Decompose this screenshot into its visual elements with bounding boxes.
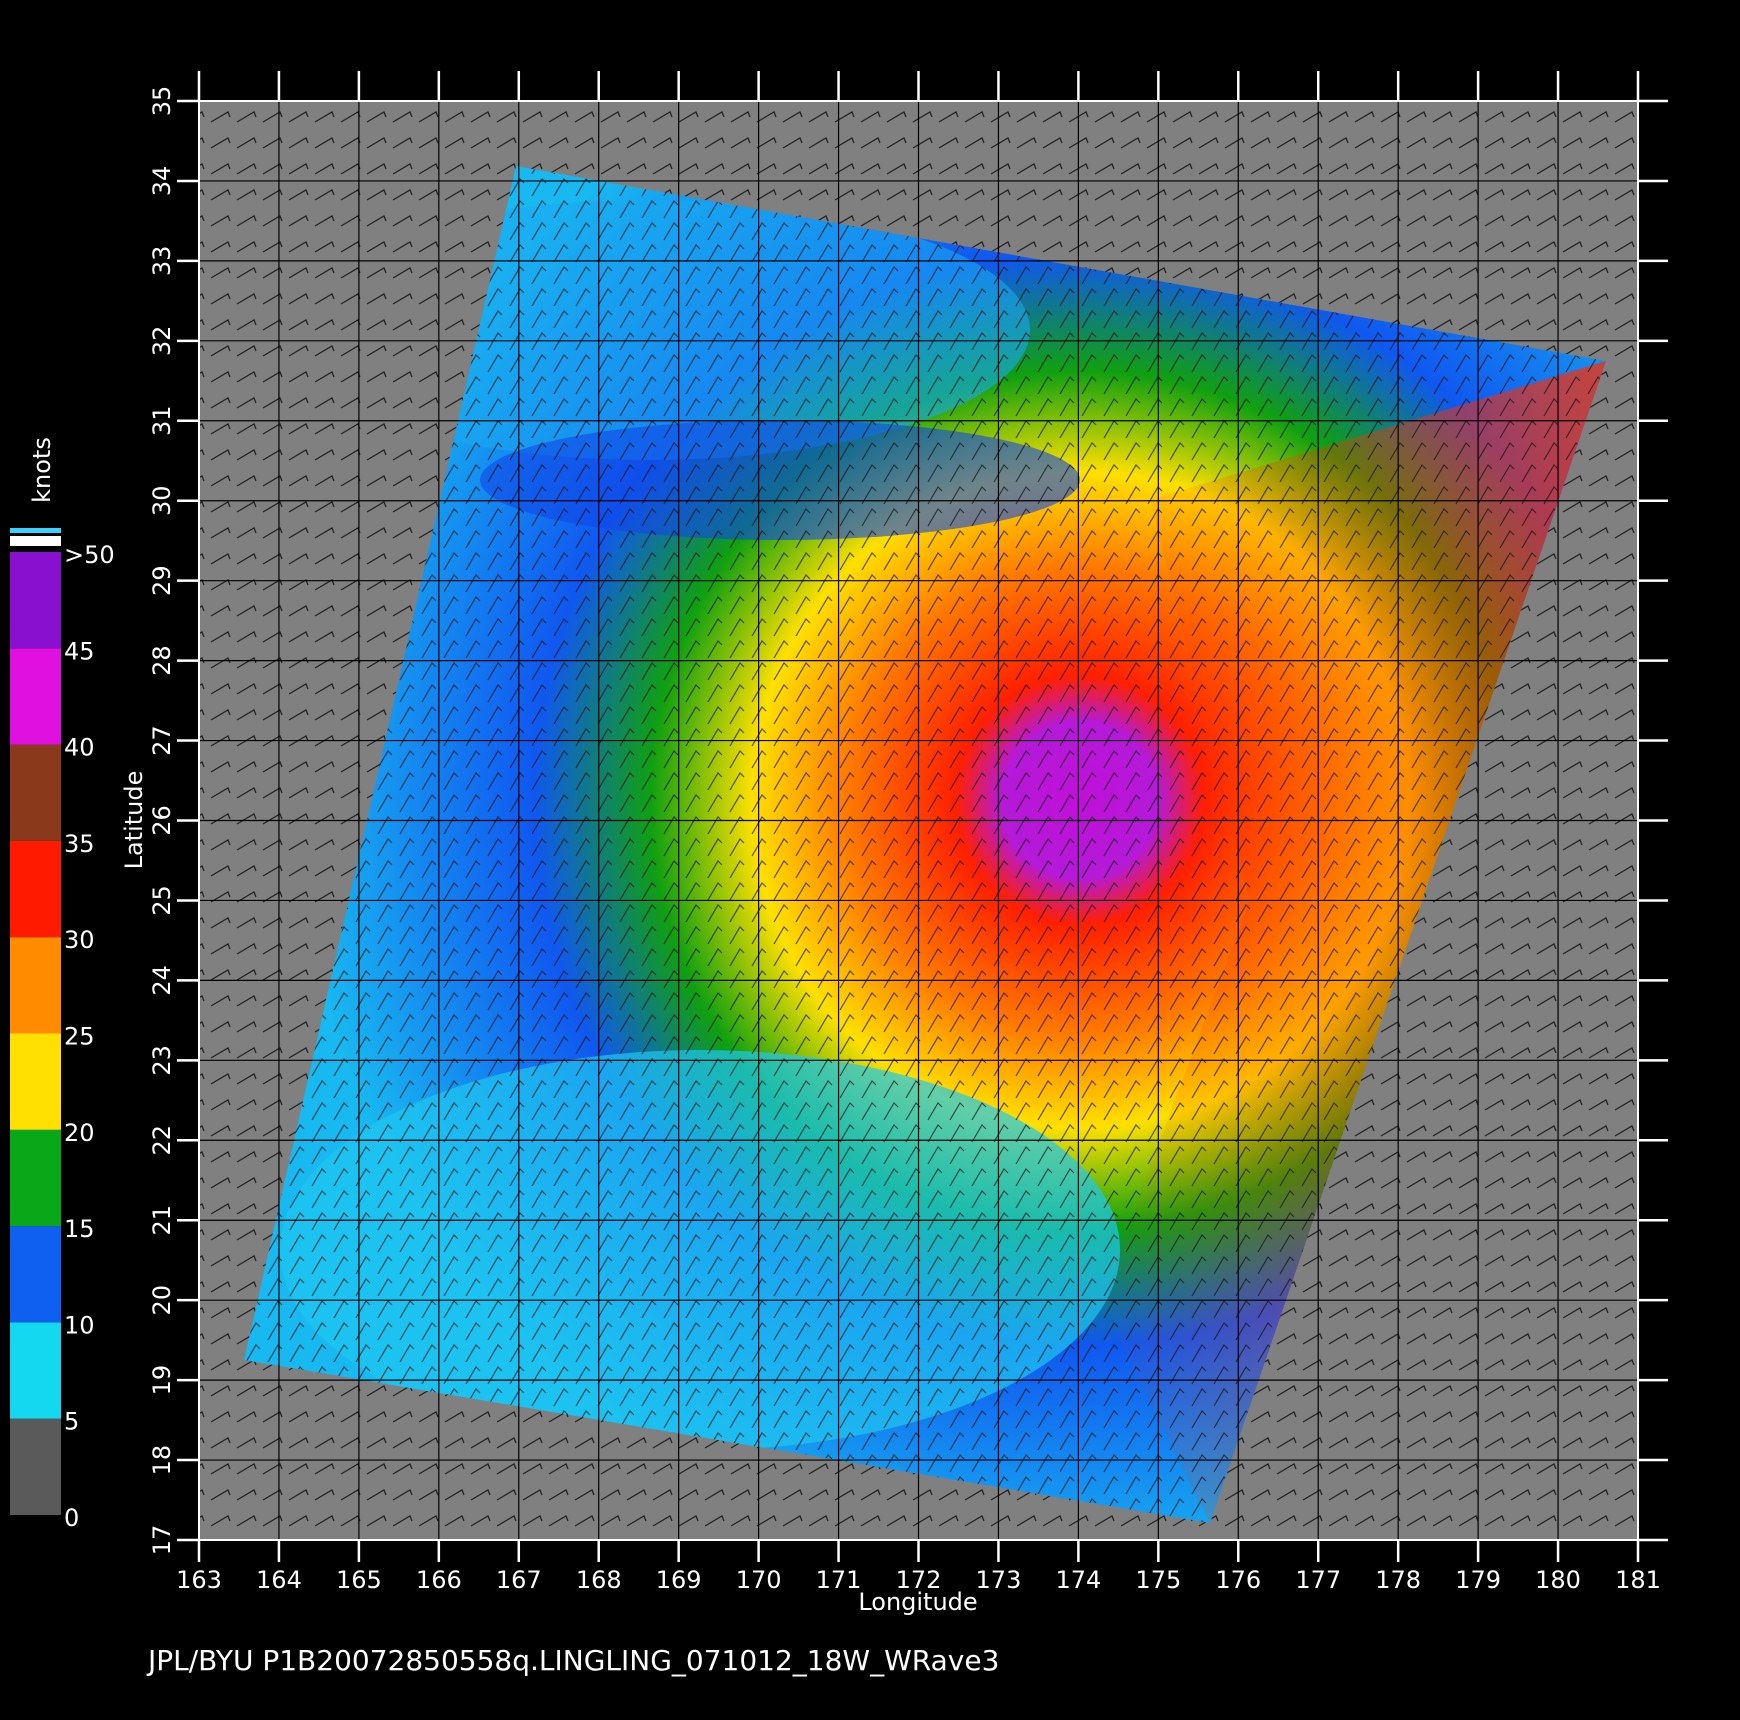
colorbar-band xyxy=(10,840,61,938)
x-tick-label: 172 xyxy=(896,1566,942,1594)
y-tick-label: 32 xyxy=(148,326,176,357)
x-tick-label: 164 xyxy=(256,1566,302,1594)
colorbar-band xyxy=(10,937,61,1034)
plot-frame xyxy=(198,100,1639,1541)
x-tick-label: 170 xyxy=(736,1566,782,1594)
y-axis-label: Latitude xyxy=(120,771,148,870)
y-tick-label: 26 xyxy=(148,805,176,836)
y-tick-label: 30 xyxy=(148,485,176,516)
colorbar-tick-label: 15 xyxy=(64,1215,95,1243)
colorbar-tick-label: 0 xyxy=(64,1504,79,1532)
colorbar-tick-label: 45 xyxy=(64,637,95,665)
x-tick-label: 167 xyxy=(496,1566,542,1594)
colorbar-band xyxy=(10,1322,61,1419)
x-tick-label: 165 xyxy=(336,1566,382,1594)
footer: JPL/BYU P1B20072850558q.LINGLING_071012_… xyxy=(146,1644,999,1677)
x-tick-label: 176 xyxy=(1215,1566,1261,1594)
colorbar-band xyxy=(10,552,61,649)
y-tick-label: 18 xyxy=(148,1445,176,1476)
x-tick-label: 178 xyxy=(1375,1566,1421,1594)
y-tick-label: 34 xyxy=(148,166,176,197)
y-tick-label: 29 xyxy=(148,565,176,596)
x-tick-label: 177 xyxy=(1295,1566,1341,1594)
y-tick-label: 20 xyxy=(148,1285,176,1316)
x-tick-label: 163 xyxy=(176,1566,222,1594)
colorbar-band xyxy=(10,1226,61,1323)
x-axis-label: Longitude xyxy=(858,1588,977,1616)
colorbar-tick-label: 35 xyxy=(64,830,95,858)
y-tick-label: 21 xyxy=(148,1205,176,1236)
x-tick-label: 168 xyxy=(576,1566,622,1594)
y-tick-label: 25 xyxy=(148,885,176,916)
colorbar-tick-label: 30 xyxy=(64,926,95,954)
colorbar-cap xyxy=(10,528,61,533)
colorbar-band xyxy=(10,1033,61,1130)
colorbar-tick-label: 5 xyxy=(64,1408,79,1436)
colorbar-band xyxy=(10,1129,61,1227)
x-tick-label: 175 xyxy=(1135,1566,1181,1594)
y-tick-label: 28 xyxy=(148,645,176,676)
y-tick-label: 22 xyxy=(148,1125,176,1156)
colorbar-tick-label: 20 xyxy=(64,1119,95,1147)
y-tick-label: 17 xyxy=(148,1525,176,1556)
colorbar-cap xyxy=(10,536,61,546)
x-tick-label: 180 xyxy=(1535,1566,1581,1594)
x-tick-label: 181 xyxy=(1615,1566,1661,1594)
y-tick-label: 19 xyxy=(148,1365,176,1396)
y-tick-label: 35 xyxy=(148,86,176,117)
colorbar-tick-label: 40 xyxy=(64,734,95,762)
x-tick-label: 166 xyxy=(416,1566,462,1594)
y-tick-label: 23 xyxy=(148,1045,176,1076)
colorbar-tick-label: 25 xyxy=(64,1023,95,1051)
colorbar-tick-label: >50 xyxy=(64,541,115,569)
colorbar-tick-label: 10 xyxy=(64,1311,95,1339)
colorbar: 0 5 10 15 20 25 30 35 40 45 >50 xyxy=(10,528,115,1532)
x-tick-label: 179 xyxy=(1455,1566,1501,1594)
x-tick-label: 171 xyxy=(816,1566,862,1594)
colorbar-band xyxy=(10,1418,61,1515)
colorbar-title: knots xyxy=(28,437,56,503)
colorbar-band xyxy=(10,648,61,745)
x-tick-label: 174 xyxy=(1055,1566,1101,1594)
x-tick-label: 173 xyxy=(976,1566,1022,1594)
y-tick-label: 24 xyxy=(148,965,176,996)
y-tick-label: 27 xyxy=(148,725,176,756)
y-tick-label: 31 xyxy=(148,406,176,437)
y-tick-label: 33 xyxy=(148,246,176,277)
x-tick-label: 169 xyxy=(656,1566,702,1594)
colorbar-band xyxy=(10,744,61,841)
